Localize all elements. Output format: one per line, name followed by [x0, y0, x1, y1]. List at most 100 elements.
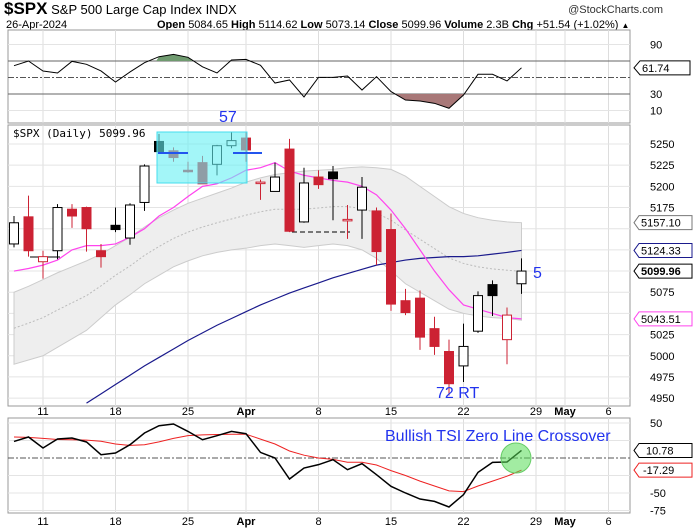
index-name: S&P 500 Large Cap Index — [51, 2, 202, 17]
rsi-value-tag — [633, 60, 691, 76]
highlight-box — [156, 131, 248, 184]
candle-body — [444, 351, 454, 385]
tsi-annotation: Bullish TSI Zero Line Crossover — [385, 428, 611, 445]
candle-body — [487, 284, 498, 297]
price-tick-label: 5225 — [650, 160, 674, 172]
annotation-5: 5 — [533, 265, 542, 282]
symbol: $SPX — [4, 0, 48, 18]
price-tick-label: 5200 — [650, 181, 674, 193]
candle-body — [458, 345, 469, 367]
x-tick-label: 29 — [530, 406, 542, 418]
crossover-highlight — [500, 442, 532, 474]
brand-link[interactable]: @StockCharts.com — [568, 4, 663, 16]
price-tag-ema — [633, 311, 693, 327]
price-tick-label: 5025 — [650, 330, 674, 342]
bollinger-band — [13, 166, 522, 365]
rsi-tick-label: 30 — [650, 89, 662, 101]
candle-body — [400, 300, 411, 314]
chart-title: $SPX S&P 500 Large Cap Index INDX — [4, 0, 237, 19]
chart-date: 26-Apr-2024 — [6, 19, 68, 31]
volume-value: 2.3B — [486, 19, 509, 31]
candle-body — [270, 176, 280, 192]
low-label: Low — [300, 19, 323, 31]
x-tick-label: 25 — [182, 406, 194, 418]
x-tick-label: 11 — [37, 516, 48, 528]
tsi-signal-line — [13, 433, 522, 493]
close-label: Close — [368, 19, 399, 31]
price-tick-label: 4975 — [650, 372, 674, 384]
candle-body — [81, 207, 92, 230]
rsi-last-value: 61.74 — [642, 63, 670, 75]
candle-body — [328, 171, 338, 180]
x-tick-label: Apr — [237, 516, 257, 528]
price-tick-label: 4950 — [650, 393, 674, 405]
candle-body — [371, 210, 382, 253]
high-label: High — [231, 19, 256, 31]
rsi-tick-label: 10 — [650, 106, 662, 118]
candle-body — [67, 208, 77, 217]
price-tag-sma — [633, 242, 693, 258]
price-tick-label: 5000 — [650, 351, 674, 363]
x-tick-label: May — [554, 406, 576, 418]
candle-body — [23, 216, 34, 252]
rsi-tick-label: 90 — [650, 40, 662, 52]
candle-body — [342, 218, 353, 222]
x-tick-label: 18 — [109, 406, 121, 418]
candle-body — [473, 295, 483, 332]
candle-body — [38, 256, 48, 263]
tsi-line — [13, 423, 522, 508]
candle-body — [313, 176, 324, 186]
candle-body — [357, 186, 367, 211]
x-tick-label: 22 — [457, 516, 469, 528]
price-tag-label: 5043.51 — [641, 314, 681, 326]
candle-body — [429, 328, 440, 347]
chg-label: Chg — [511, 19, 534, 31]
candle-body — [255, 181, 266, 185]
x-tick-label: 18 — [109, 516, 121, 528]
candle-body — [516, 270, 527, 285]
candle-body — [125, 204, 135, 239]
candle-body — [96, 250, 106, 258]
candle-body — [386, 229, 396, 305]
sma-line — [86, 249, 522, 404]
volume-label: Volume — [444, 19, 484, 31]
rsi-oversold-fill — [395, 94, 465, 109]
annotation-72rt: 72 RT — [436, 385, 480, 402]
ohlc-bar: Open 5084.65 High 5114.62 Low 5073.14 Cl… — [157, 19, 629, 32]
tsi-signal-tag — [633, 462, 693, 478]
price-tick-label: 5075 — [650, 287, 674, 299]
x-tick-label: 6 — [605, 406, 611, 418]
price-tag-bb_upper — [633, 215, 693, 231]
tsi-signal-value: -17.29 — [643, 465, 674, 477]
open-value: 5084.65 — [188, 19, 228, 31]
high-value: 5114.62 — [258, 19, 298, 31]
chg-value: +51.54 (+1.02%) — [536, 19, 619, 31]
rsi-line — [13, 53, 522, 109]
candle-body — [110, 224, 121, 231]
x-tick-label: May — [554, 516, 576, 528]
candle-body — [284, 148, 295, 232]
tsi-last-value: 10.78 — [646, 445, 674, 457]
price-legend: $SPX (Daily) 5099.96 — [13, 127, 145, 140]
price-tick-label: 5175 — [650, 203, 674, 215]
candle-body — [299, 182, 309, 223]
x-tick-label: 15 — [385, 406, 397, 418]
price-tick-label: 5250 — [650, 139, 674, 151]
close-value: 5099.96 — [401, 19, 442, 31]
price-tag-label: 5124.33 — [641, 245, 681, 257]
candle-body — [139, 165, 150, 203]
up-arrow-icon: ▲ — [621, 21, 630, 30]
x-tick-label: 15 — [385, 516, 397, 528]
candle-body — [9, 222, 19, 245]
exchange: INDX — [205, 2, 237, 17]
x-tick-label: Apr — [237, 406, 257, 418]
x-tick-label: 8 — [315, 406, 321, 418]
price-tag-label: 5157.10 — [641, 218, 681, 230]
x-tick-label: 29 — [530, 516, 542, 528]
x-tick-label: 6 — [605, 516, 611, 528]
tsi-tick-label: -75 — [650, 506, 666, 518]
x-tick-label: 25 — [182, 516, 194, 528]
tsi-tick-label: 50 — [650, 418, 662, 430]
x-tick-label: 11 — [37, 406, 48, 418]
